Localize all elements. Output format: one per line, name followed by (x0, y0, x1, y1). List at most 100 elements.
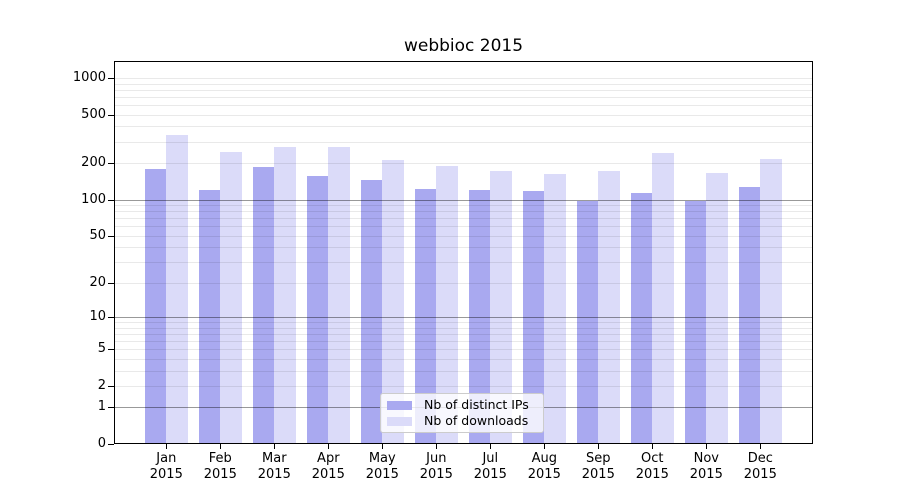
x-tick-apr (328, 444, 330, 449)
x-tick-aug (544, 444, 546, 449)
y-tick-label-1000: 1000 (72, 69, 106, 85)
x-tick-label-feb: Feb 2015 (203, 451, 237, 482)
chart-title: webbioc 2015 (403, 36, 524, 56)
bar-downloads-jan (166, 135, 188, 444)
x-tick-label-nov: Nov 2015 (689, 451, 723, 482)
bar-ips-jun (414, 189, 437, 444)
gridline-3 (115, 370, 812, 372)
x-tick-dec (760, 444, 762, 449)
x-tick-may (382, 444, 384, 449)
y-tick-200 (108, 163, 114, 165)
bar-ips-sep (576, 200, 599, 444)
gridline-300 (115, 141, 812, 143)
x-tick-label-mar: Mar 2015 (257, 451, 291, 482)
bar-downloads-oct (652, 152, 674, 444)
y-tick-10 (108, 317, 114, 319)
bar-downloads-jul (490, 170, 512, 444)
gridline-6 (115, 340, 812, 342)
x-tick-jan (166, 444, 168, 449)
bar-ips-jul (468, 189, 491, 444)
legend-item-downloads: Nb of downloads (387, 414, 537, 428)
y-tick-label-100: 100 (81, 191, 106, 207)
y-tick-5 (108, 349, 114, 351)
gridline-400 (115, 126, 812, 128)
legend-label-downloads: Nb of downloads (424, 413, 529, 428)
y-tick-label-1: 1 (97, 399, 106, 415)
bar-ips-dec (738, 187, 761, 444)
x-tick-label-jun: Jun 2015 (419, 451, 453, 482)
y-tick-50 (108, 235, 114, 237)
x-tick-label-may: May 2015 (365, 451, 399, 482)
gridline-900 (115, 83, 812, 85)
bar-downloads-apr (328, 146, 350, 444)
x-tick-label-sep: Sep 2015 (581, 451, 615, 482)
y-tick-label-20: 20 (89, 274, 106, 290)
bar-downloads-feb (220, 151, 242, 444)
x-tick-label-apr: Apr 2015 (311, 451, 345, 482)
y-tick-20 (108, 282, 114, 284)
gridline-20 (115, 282, 812, 284)
y-tick-label-5: 5 (97, 341, 106, 357)
legend-swatch-distinct-ips (387, 400, 412, 410)
gridline-1000 (115, 77, 812, 79)
y-tick-1000 (108, 77, 114, 80)
gridline-90 (115, 205, 812, 206)
bar-ips-nov (684, 200, 707, 444)
x-tick-jun (436, 444, 438, 449)
bar-ips-feb (198, 189, 221, 444)
y-tick-label-500: 500 (81, 106, 106, 122)
x-tick-label-aug: Aug 2015 (527, 451, 561, 482)
bar-downloads-sep (598, 170, 620, 444)
gridline-40 (115, 247, 812, 249)
legend-item-distinct-ips: Nb of distinct IPs (387, 398, 537, 412)
gridline-600 (115, 105, 812, 106)
legend-label-distinct-ips: Nb of distinct IPs (424, 397, 529, 412)
y-tick-label-2: 2 (97, 377, 106, 393)
bar-downloads-aug (544, 173, 566, 444)
x-tick-mar (274, 444, 276, 449)
gridline-5 (115, 349, 812, 351)
gridline-60 (115, 226, 812, 228)
bar-ips-mar (252, 167, 275, 444)
y-tick-label-50: 50 (89, 227, 106, 243)
legend-swatch-downloads (387, 416, 412, 426)
gridline-8 (115, 327, 812, 329)
gridline-500 (115, 114, 812, 116)
y-tick-100 (108, 199, 114, 201)
gridline-70 (115, 218, 812, 220)
gridline-800 (115, 89, 812, 91)
bar-downloads-may (382, 159, 404, 444)
bar-ips-jan (144, 169, 167, 444)
x-tick-feb (220, 444, 222, 449)
gridline-200 (115, 163, 812, 164)
y-tick-0 (108, 444, 114, 446)
bar-ips-aug (522, 190, 545, 444)
bar-downloads-mar (274, 146, 296, 444)
y-tick-1 (108, 407, 114, 409)
x-tick-jul (490, 444, 492, 449)
gridline-7 (115, 333, 812, 335)
bar-ips-may (360, 180, 383, 444)
x-tick-label-jul: Jul 2015 (473, 451, 507, 482)
gridline-10 (115, 317, 812, 318)
y-tick-label-0: 0 (97, 436, 106, 451)
y-tick-label-10: 10 (89, 309, 106, 324)
gridline-4 (115, 358, 812, 360)
gridline-30 (115, 262, 812, 264)
x-tick-nov (706, 444, 708, 449)
x-tick-label-jan: Jan 2015 (149, 451, 183, 482)
gridline-9 (115, 322, 812, 323)
gridline-80 (115, 211, 812, 213)
x-tick-sep (598, 444, 600, 449)
gridline-50 (115, 235, 812, 237)
gridline-700 (115, 96, 812, 98)
gridline-100 (115, 199, 812, 201)
y-tick-label-200: 200 (81, 155, 106, 170)
bar-downloads-jun (436, 165, 458, 444)
bar-ips-oct (630, 192, 653, 444)
x-tick-label-dec: Dec 2015 (743, 451, 777, 482)
bar-downloads-dec (760, 159, 782, 444)
y-tick-500 (108, 114, 114, 116)
x-tick-label-oct: Oct 2015 (635, 451, 669, 482)
